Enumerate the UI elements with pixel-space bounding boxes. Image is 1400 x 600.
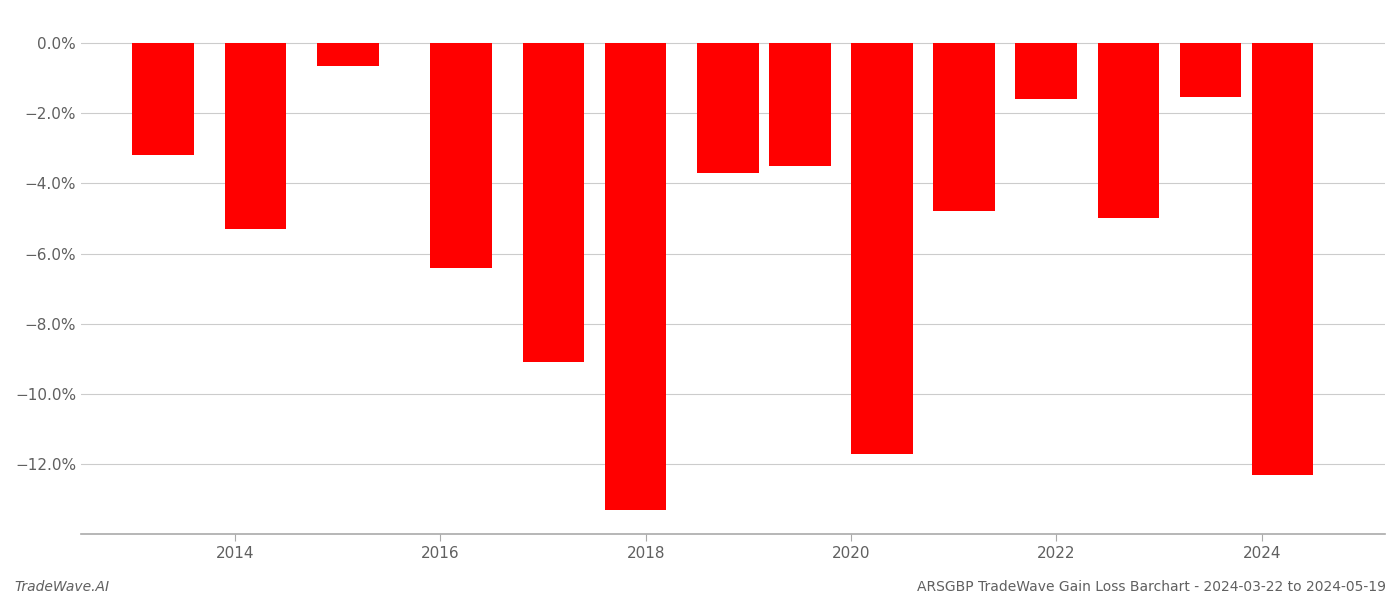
Bar	[1252, 43, 1313, 475]
Bar	[318, 43, 379, 66]
Bar	[605, 43, 666, 509]
Bar	[522, 43, 584, 362]
Bar	[430, 43, 491, 268]
Bar	[934, 43, 995, 211]
Bar	[1180, 43, 1242, 97]
Bar	[697, 43, 759, 173]
Bar	[1098, 43, 1159, 218]
Bar	[769, 43, 830, 166]
Bar	[851, 43, 913, 454]
Bar	[1015, 43, 1077, 99]
Text: ARSGBP TradeWave Gain Loss Barchart - 2024-03-22 to 2024-05-19: ARSGBP TradeWave Gain Loss Barchart - 20…	[917, 580, 1386, 594]
Bar	[133, 43, 195, 155]
Text: TradeWave.AI: TradeWave.AI	[14, 580, 109, 594]
Bar	[225, 43, 287, 229]
